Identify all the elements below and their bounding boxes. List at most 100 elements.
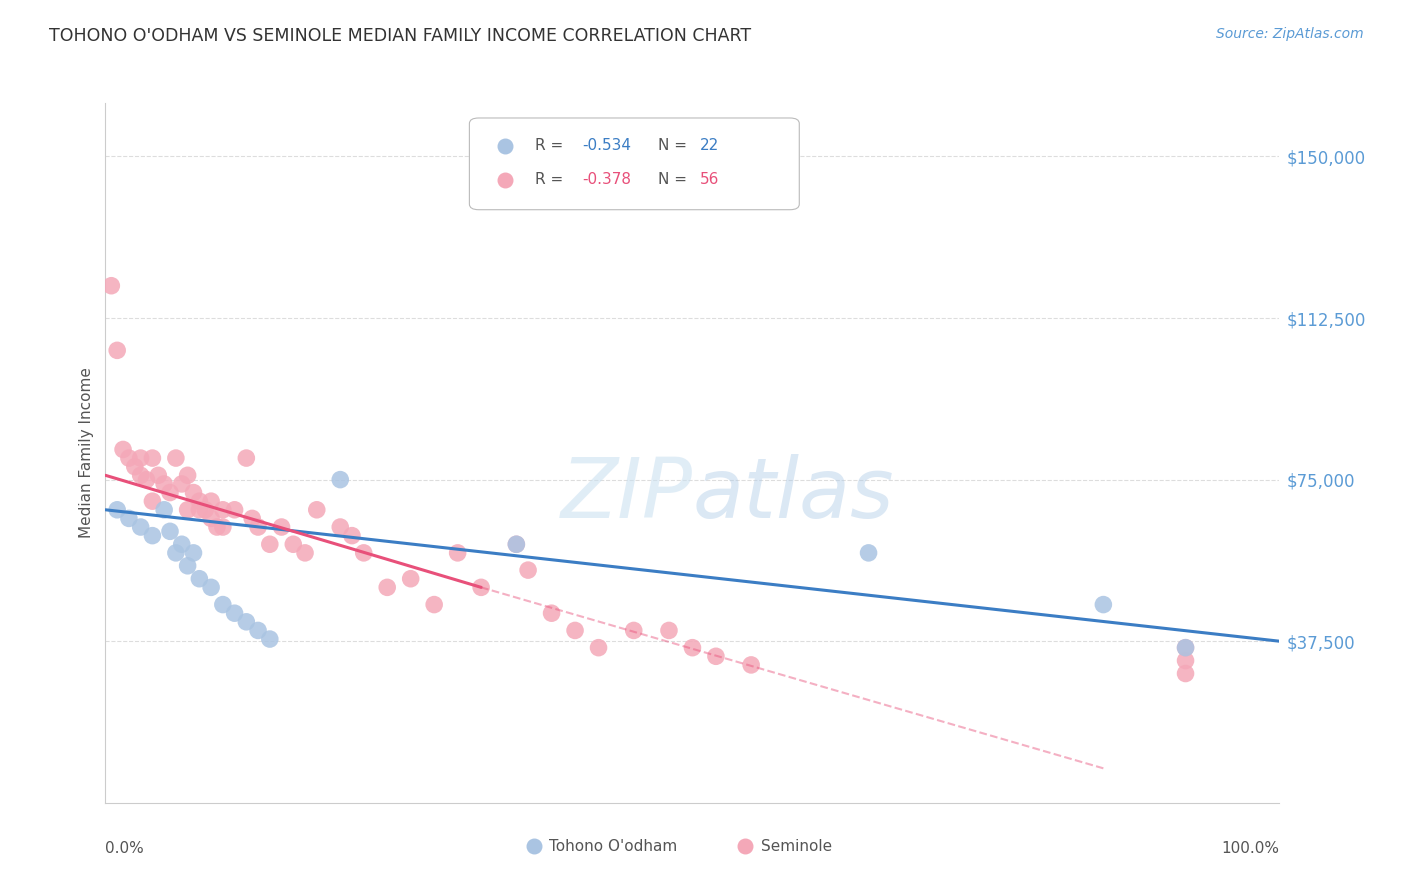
Point bbox=[141, 528, 163, 542]
Point bbox=[200, 511, 222, 525]
Point bbox=[1174, 654, 1197, 668]
Point bbox=[194, 503, 217, 517]
Point bbox=[129, 468, 152, 483]
Point bbox=[176, 558, 198, 573]
Point bbox=[375, 580, 398, 594]
Point bbox=[159, 524, 181, 539]
Point bbox=[523, 796, 546, 810]
Point bbox=[135, 473, 157, 487]
Point bbox=[176, 503, 198, 517]
Point bbox=[1174, 640, 1197, 655]
Point bbox=[129, 451, 152, 466]
Point bbox=[658, 624, 681, 638]
Point bbox=[858, 546, 880, 560]
Point bbox=[517, 563, 540, 577]
Text: TOHONO O'ODHAM VS SEMINOLE MEDIAN FAMILY INCOME CORRELATION CHART: TOHONO O'ODHAM VS SEMINOLE MEDIAN FAMILY… bbox=[49, 27, 751, 45]
Point bbox=[329, 520, 352, 534]
Point bbox=[165, 546, 187, 560]
Point bbox=[176, 468, 198, 483]
Point bbox=[124, 459, 146, 474]
Point bbox=[224, 503, 246, 517]
Point bbox=[211, 503, 233, 517]
Point bbox=[240, 511, 263, 525]
Point bbox=[118, 511, 141, 525]
Text: 100.0%: 100.0% bbox=[1222, 841, 1279, 856]
Point bbox=[105, 343, 128, 358]
Text: N =: N = bbox=[658, 138, 692, 153]
Point bbox=[100, 278, 122, 293]
Point bbox=[200, 494, 222, 508]
Point bbox=[141, 451, 163, 466]
Text: R =: R = bbox=[536, 172, 568, 187]
Point bbox=[294, 546, 316, 560]
Point bbox=[235, 615, 257, 629]
Text: Tohono O'odham: Tohono O'odham bbox=[550, 838, 678, 854]
Point bbox=[200, 580, 222, 594]
Point bbox=[734, 796, 756, 810]
Point bbox=[270, 520, 292, 534]
Point bbox=[505, 537, 527, 551]
Point bbox=[188, 494, 211, 508]
Point bbox=[247, 520, 270, 534]
Point bbox=[188, 572, 211, 586]
Point bbox=[224, 606, 246, 620]
Point bbox=[259, 632, 281, 646]
Point bbox=[623, 624, 645, 638]
Text: atlas: atlas bbox=[693, 454, 894, 535]
Text: 22: 22 bbox=[700, 138, 718, 153]
Point bbox=[170, 477, 193, 491]
Text: -0.378: -0.378 bbox=[582, 172, 631, 187]
Point bbox=[470, 580, 492, 594]
Point bbox=[259, 537, 281, 551]
Point bbox=[105, 503, 128, 517]
Text: 0.0%: 0.0% bbox=[105, 841, 145, 856]
Point bbox=[1174, 666, 1197, 681]
Point bbox=[141, 494, 163, 508]
Text: ZIP: ZIP bbox=[561, 454, 693, 535]
Point bbox=[188, 503, 211, 517]
Point bbox=[704, 649, 727, 664]
Point bbox=[165, 451, 187, 466]
Text: Seminole: Seminole bbox=[761, 838, 832, 854]
Point bbox=[1174, 640, 1197, 655]
Point bbox=[740, 657, 762, 672]
Text: -0.534: -0.534 bbox=[582, 138, 631, 153]
Point bbox=[159, 485, 181, 500]
Point bbox=[329, 473, 352, 487]
Point bbox=[129, 520, 152, 534]
Point bbox=[183, 546, 205, 560]
Text: Source: ZipAtlas.com: Source: ZipAtlas.com bbox=[1216, 27, 1364, 41]
Point bbox=[494, 796, 516, 810]
Point bbox=[305, 503, 328, 517]
Point bbox=[353, 546, 375, 560]
Point bbox=[283, 537, 305, 551]
Point bbox=[247, 624, 270, 638]
Text: N =: N = bbox=[658, 172, 692, 187]
Point bbox=[112, 442, 135, 457]
Point bbox=[505, 537, 527, 551]
Point bbox=[183, 485, 205, 500]
Point bbox=[588, 640, 610, 655]
Point bbox=[423, 598, 446, 612]
Text: R =: R = bbox=[536, 138, 568, 153]
Text: 56: 56 bbox=[700, 172, 718, 187]
Point bbox=[564, 624, 586, 638]
Point bbox=[447, 546, 470, 560]
Point bbox=[153, 503, 176, 517]
Point bbox=[494, 796, 516, 810]
FancyBboxPatch shape bbox=[470, 118, 799, 210]
Y-axis label: Median Family Income: Median Family Income bbox=[79, 368, 94, 538]
Point bbox=[153, 477, 176, 491]
Point bbox=[118, 451, 141, 466]
Point bbox=[211, 520, 233, 534]
Point bbox=[340, 528, 363, 542]
Point bbox=[682, 640, 704, 655]
Point bbox=[235, 451, 257, 466]
Point bbox=[1092, 598, 1115, 612]
Point bbox=[170, 537, 193, 551]
Point bbox=[399, 572, 422, 586]
Point bbox=[148, 468, 170, 483]
Point bbox=[211, 598, 233, 612]
Point bbox=[540, 606, 562, 620]
Point bbox=[205, 520, 228, 534]
